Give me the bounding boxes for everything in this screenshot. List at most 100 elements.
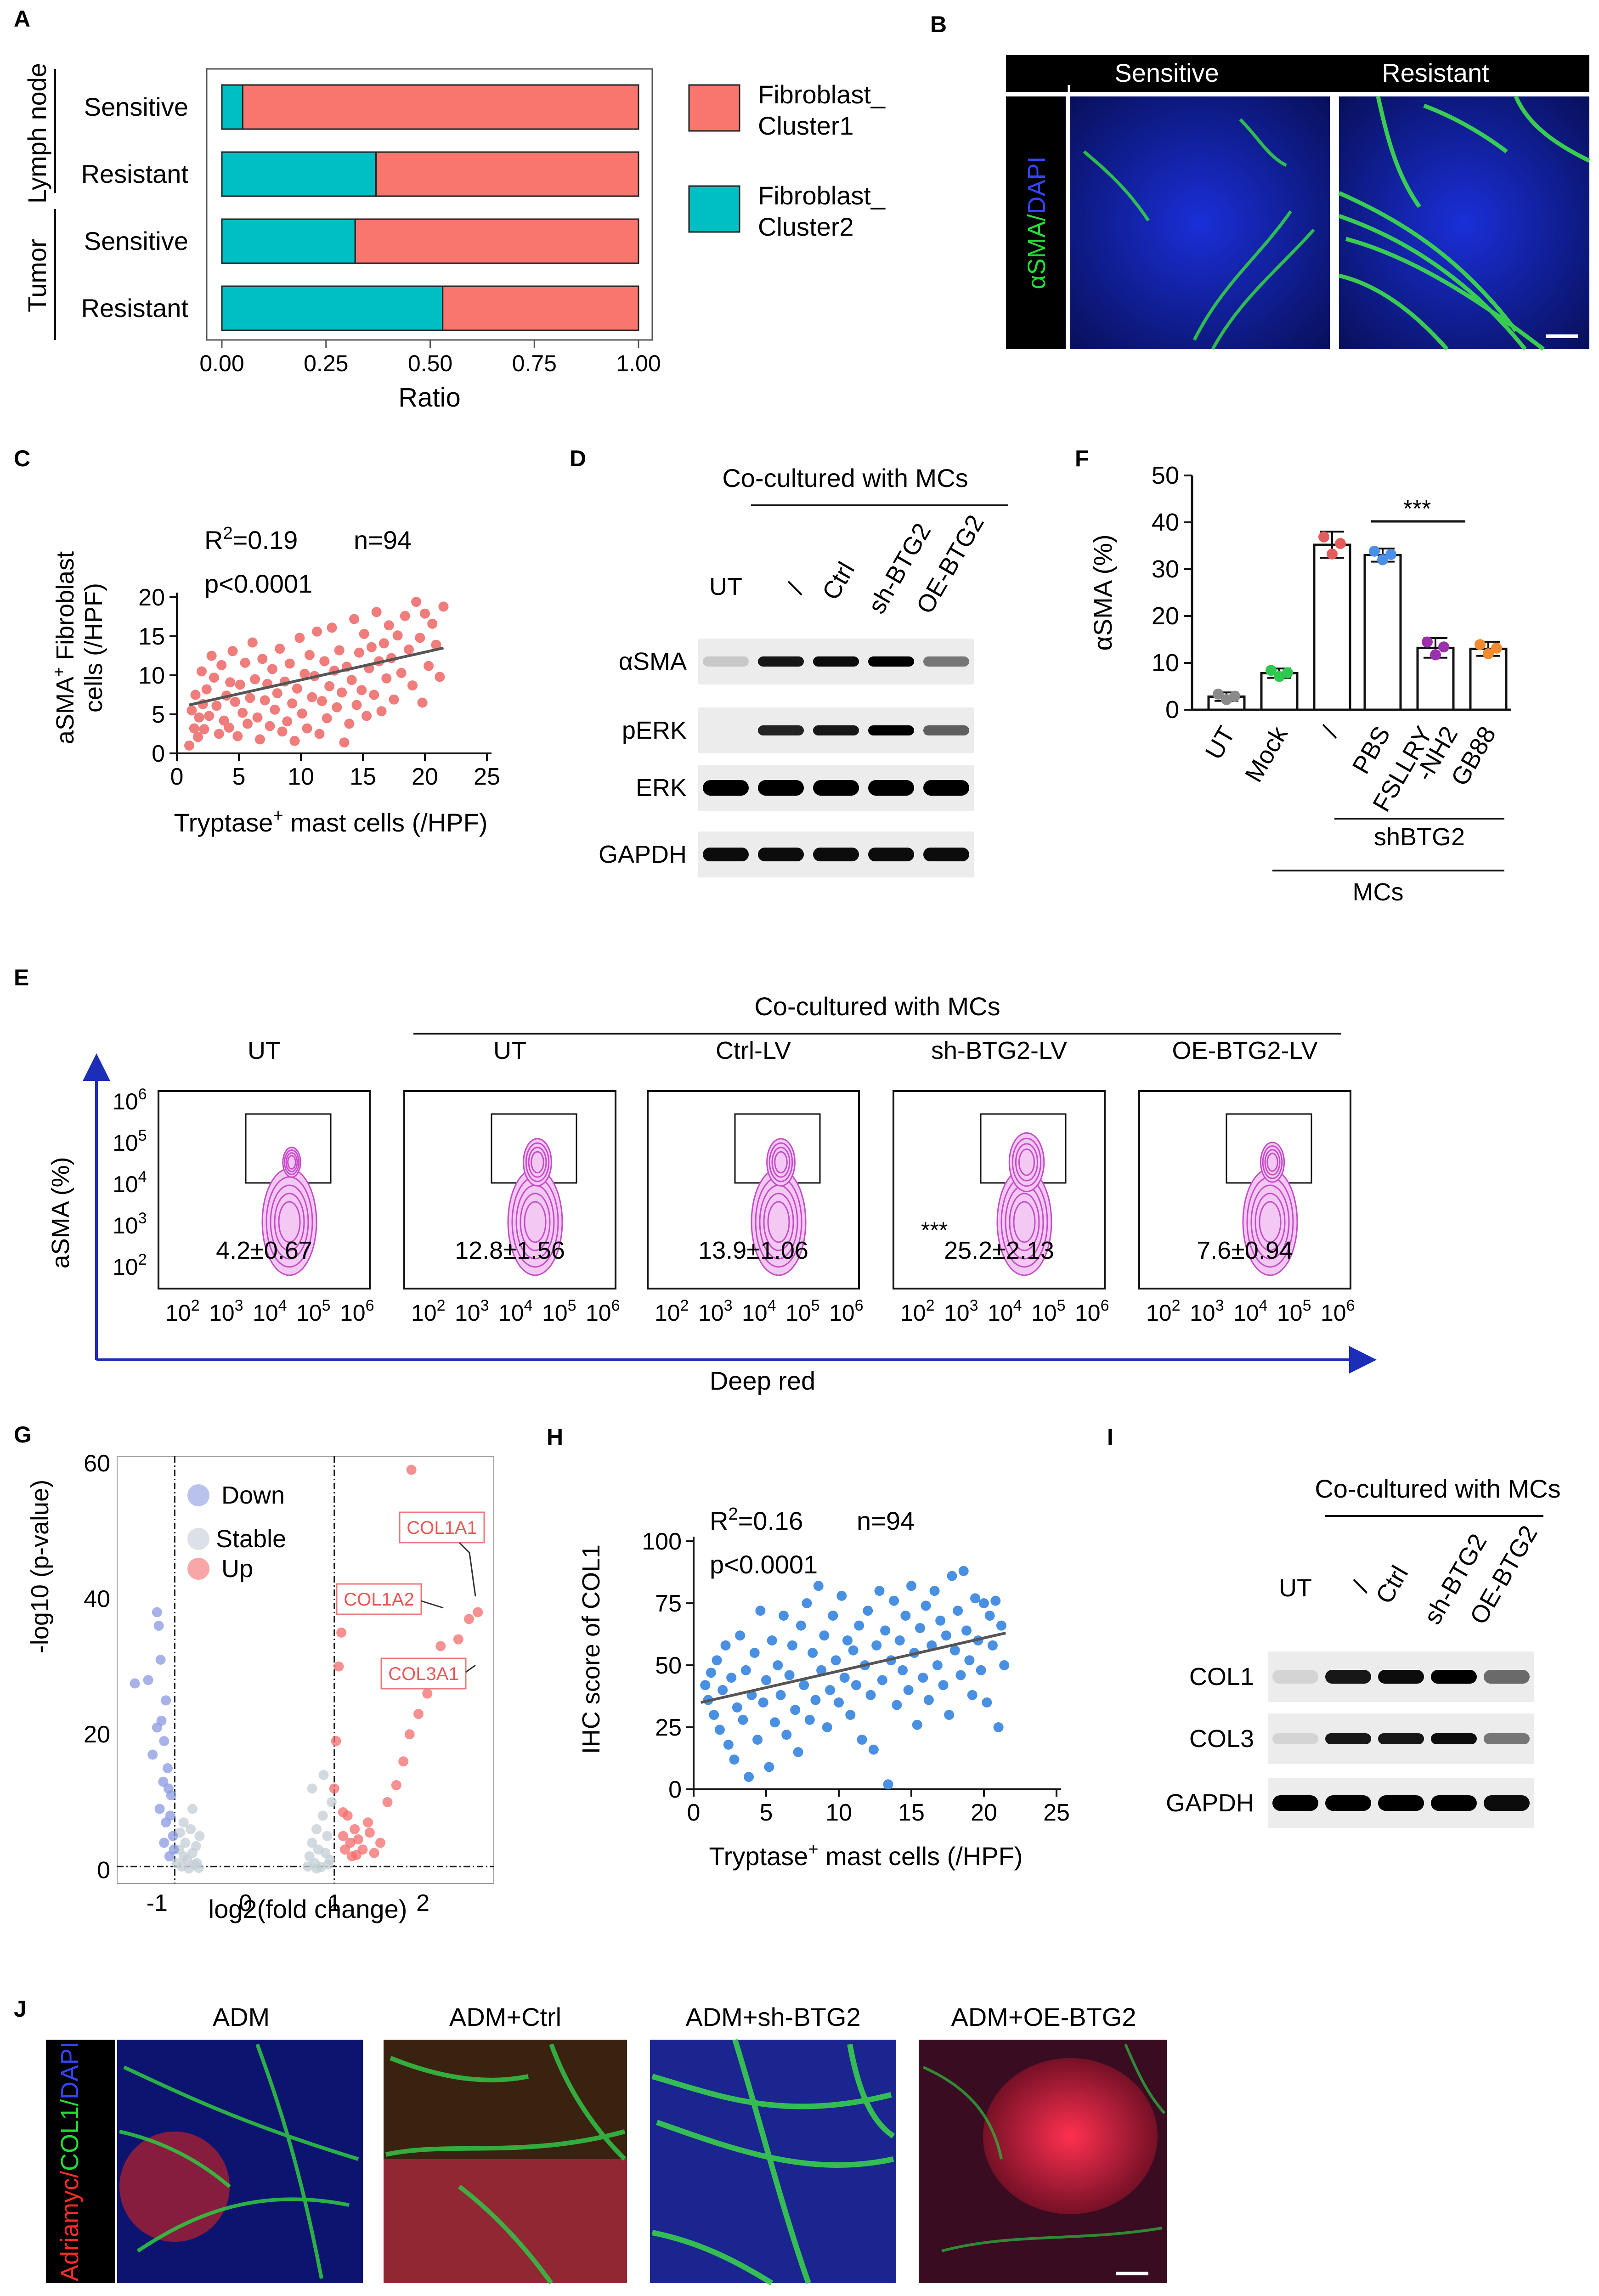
c-point xyxy=(219,715,229,726)
g-point-down xyxy=(161,1817,171,1828)
h-point xyxy=(839,1673,850,1683)
g-point-down xyxy=(162,1763,173,1774)
d-band xyxy=(923,725,969,735)
e-plot-title-2: UT xyxy=(493,1037,526,1064)
c-point xyxy=(237,707,248,718)
c-point xyxy=(190,690,201,700)
f-dot xyxy=(1430,649,1441,661)
f-ytick-label: 10 xyxy=(1152,649,1179,677)
f-group-shbtg2: shBTG2 xyxy=(1374,823,1465,851)
e-plot-frame-5 xyxy=(1138,1090,1351,1289)
d-band xyxy=(868,848,914,861)
j-header-adm-sh-btg2: ADM+sh-BTG2 xyxy=(685,2002,860,2031)
e-xtick-label: 105 xyxy=(542,1297,576,1326)
i-band xyxy=(1272,1795,1318,1811)
g-point-up xyxy=(339,1844,350,1855)
c-point xyxy=(275,644,285,654)
i-band xyxy=(1378,1733,1424,1744)
h-point xyxy=(915,1623,925,1633)
h-point xyxy=(808,1648,818,1658)
e-plot-frame-3 xyxy=(647,1090,860,1289)
panel-j: ADM ADM+Ctrl ADM+sh-BTG2 ADM+OE-BTG2 Adr… xyxy=(46,2002,1167,2286)
f-ytick-label: 20 xyxy=(1152,602,1179,630)
d-band xyxy=(758,780,804,796)
c-point xyxy=(359,628,369,639)
d-band xyxy=(923,848,969,861)
i-lane-ut: UT xyxy=(1279,1574,1312,1602)
h-point xyxy=(944,1710,955,1720)
panel-h: 0 5 10 15 20 25 0 25 50 75 100 R2=0.16 n=94 p<0.00… xyxy=(577,1504,1070,1871)
c-point xyxy=(199,724,209,735)
f-dot xyxy=(1377,554,1388,566)
g-ytick-label: 40 xyxy=(84,1586,110,1612)
b-sensitive-fibers xyxy=(1083,118,1315,350)
c-point xyxy=(224,722,234,733)
a-xtick-label: 0.25 xyxy=(304,351,348,376)
h-xtick-label: 5 xyxy=(760,1799,773,1826)
d-blot-label: GAPDH xyxy=(599,841,687,868)
e-xtick-label: 105 xyxy=(785,1297,820,1326)
d-band xyxy=(813,848,859,861)
g-point-up xyxy=(463,1614,474,1624)
h-point xyxy=(793,1747,803,1757)
h-point xyxy=(918,1673,928,1683)
h-point xyxy=(729,1754,740,1765)
i-blot-label: GAPDH xyxy=(1166,1789,1254,1817)
h-point xyxy=(953,1606,963,1616)
g-point-down xyxy=(164,1851,175,1861)
c-point xyxy=(292,683,302,694)
e-xtick-label: 103 xyxy=(944,1297,978,1326)
h-point xyxy=(921,1600,931,1611)
e-contour xyxy=(1260,1142,1285,1183)
h-point xyxy=(979,1598,989,1608)
d-blot-label: αSMA xyxy=(619,648,687,675)
g-point-up xyxy=(345,1838,356,1848)
e-contour xyxy=(766,1138,796,1187)
c-point xyxy=(252,712,263,723)
c-point xyxy=(407,680,418,691)
c-scatter: 0 5 10 15 20 25 0 5 10 15 20 xyxy=(138,584,500,790)
c-point xyxy=(376,706,387,717)
e-plot-title-3: Ctrl-LV xyxy=(716,1037,791,1064)
panel-letter-d: D xyxy=(570,446,586,471)
i-header: Co-cultured with MCs xyxy=(1315,1474,1560,1503)
h-point xyxy=(976,1665,986,1675)
c-point xyxy=(339,737,350,748)
j-header-adm-oe-btg2: ADM+OE-BTG2 xyxy=(951,2002,1136,2031)
c-point xyxy=(324,681,335,691)
d-band xyxy=(813,725,859,735)
panel-letter-b: B xyxy=(930,11,947,37)
h-point xyxy=(744,1772,754,1782)
c-point xyxy=(366,642,377,652)
h-point xyxy=(755,1606,766,1616)
c-point xyxy=(240,657,250,668)
g-label-col3a1-box xyxy=(380,1657,467,1690)
e-ytick-label: 105 xyxy=(113,1127,147,1156)
f-dot xyxy=(1491,642,1502,654)
g-legend-stable-marker xyxy=(187,1528,209,1550)
c-ytick-label: 10 xyxy=(138,662,165,689)
c-point xyxy=(294,633,305,643)
h-point xyxy=(863,1606,873,1616)
h-point xyxy=(949,1645,960,1656)
j-oe-fibers xyxy=(922,2043,1166,2252)
panel-letter-h: H xyxy=(547,1424,563,1450)
h-stats-p: p<0.0001 xyxy=(710,1550,818,1579)
g-point-up xyxy=(413,1708,424,1719)
g-point-up xyxy=(353,1834,363,1845)
h-point xyxy=(923,1695,934,1705)
h-point xyxy=(894,1635,905,1646)
h-point xyxy=(802,1598,812,1608)
c-point xyxy=(204,711,215,721)
panel-d: Co-cultured with MCs UT / Ctrl sh-BTG2 O… xyxy=(599,464,1008,877)
e-xtick-label: 105 xyxy=(296,1297,331,1326)
c-point xyxy=(389,694,399,705)
e-contour xyxy=(1013,1201,1036,1243)
g-point-stable xyxy=(311,1863,322,1874)
c-ytick-label: 5 xyxy=(152,701,165,728)
i-band xyxy=(1272,1733,1318,1744)
h-point xyxy=(836,1590,847,1601)
g-label-col3a1: COL3A1 xyxy=(388,1664,458,1684)
i-blot-label: COL3 xyxy=(1189,1725,1254,1753)
